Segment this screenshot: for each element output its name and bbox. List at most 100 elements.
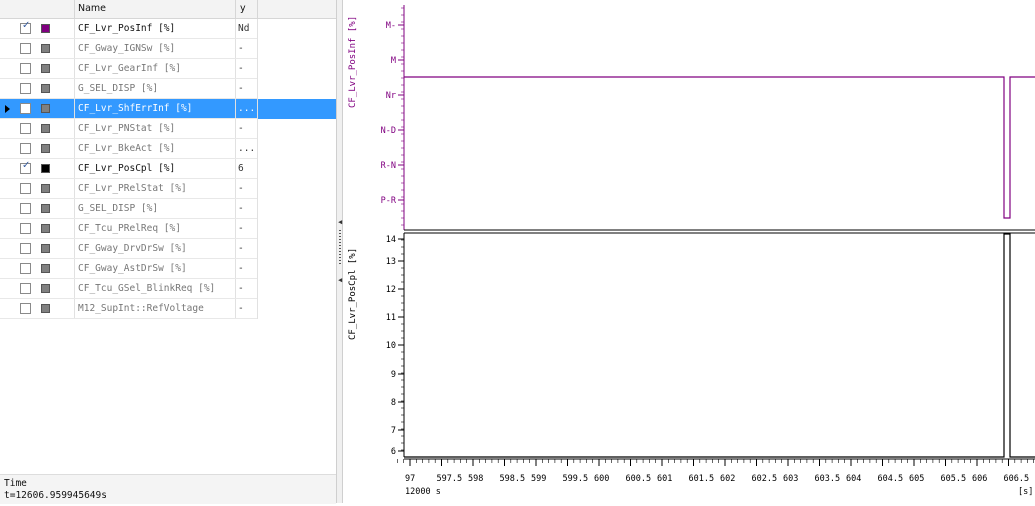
signal-name: CF_Lvr_BkeAct [%] [78,143,176,154]
signal-visible-checkbox[interactable] [20,303,31,314]
signal-name: CF_Lvr_ShfErrInf [%] [78,103,193,114]
signal-visible-checkbox[interactable] [20,63,31,74]
time-value: t=12606.959945649s [4,490,107,501]
bottom-signal-trace [404,233,1035,458]
bottom-y-tick-label: 13 [386,257,396,267]
signal-row[interactable]: CF_Gway_DrvDrSw [%] - [0,239,336,259]
signal-color-swatch[interactable] [41,164,50,173]
signal-color-swatch[interactable] [41,104,50,113]
name-column-header[interactable]: Name [78,3,107,14]
signal-color-swatch[interactable] [41,224,50,233]
signal-visible-checkbox[interactable] [20,160,31,174]
x-tick-label: 97 [405,474,415,484]
signal-color-swatch[interactable] [41,204,50,213]
x-tick-label: 603.5 [815,474,841,484]
signal-row[interactable]: CF_Lvr_PosCpl [%] 6 [0,159,336,179]
signal-color-swatch[interactable] [41,124,50,133]
signal-color-swatch[interactable] [41,304,50,313]
signal-visible-checkbox[interactable] [20,243,31,254]
signal-row[interactable]: CF_Tcu_PRelReq [%] - [0,219,336,239]
signal-visible-checkbox[interactable] [20,43,31,54]
signal-row[interactable]: M12_SupInt::RefVoltage - [0,299,336,319]
signal-visible-checkbox[interactable] [20,283,31,294]
top-y-tick-label: N-D [381,126,396,136]
splitter-grip-icon[interactable] [339,230,341,266]
signal-visible-checkbox[interactable] [20,223,31,234]
signal-color-swatch[interactable] [41,144,50,153]
x-tick-label: 598 [468,474,483,484]
top-y-tick-label: Nr [386,91,396,101]
signal-plot-svg[interactable]: M- M Nr N-D R-N P-R CF_Lvr_PosInf [%] 14 13 12 11 1… [343,0,1035,503]
time-label: Time [4,478,27,489]
signal-color-swatch[interactable] [41,184,50,193]
signal-y-value: - [238,63,244,74]
signal-plot-area[interactable]: M- M Nr N-D R-N P-R CF_Lvr_PosInf [%] 14 13 12 11 1… [343,0,1035,503]
signal-visible-checkbox[interactable] [20,103,31,114]
signal-visible-checkbox[interactable] [20,123,31,134]
signal-row[interactable]: CF_Gway_AstDrSw [%] - [0,259,336,279]
signal-y-value: - [238,43,244,54]
x-tick-label: 599 [531,474,546,484]
top-y-tick-label: R-N [381,161,396,171]
x-tick-label: 601 [657,474,672,484]
collapse-left-icon[interactable]: ◀ [338,218,343,226]
signal-y-value: - [238,223,244,234]
bottom-y-tick-label: 9 [391,370,396,380]
signal-visible-checkbox[interactable] [20,183,31,194]
bottom-y-tick-label: 7 [391,426,396,436]
signal-name: CF_Lvr_PosInf [%] [78,23,176,34]
x-tick-label: 601.5 [689,474,715,484]
signal-color-swatch[interactable] [41,264,50,273]
signal-row[interactable]: CF_Tcu_GSel_BlinkReq [%] - [0,279,336,299]
signal-color-swatch[interactable] [41,24,50,33]
signal-color-swatch[interactable] [41,64,50,73]
expand-left-icon[interactable]: ◀ [338,276,343,284]
signal-table-header: Name y [0,0,336,19]
signal-visible-checkbox[interactable] [20,83,31,94]
signal-name: CF_Lvr_PosCpl [%] [78,163,176,174]
signal-visible-checkbox[interactable] [20,203,31,214]
top-signal-trace [404,76,1035,219]
signal-visible-checkbox[interactable] [20,20,31,34]
signal-name: G_SEL_DISP [%] [78,83,159,94]
signal-y-value: - [238,283,244,294]
panel-splitter[interactable]: ◀ ◀ [336,0,343,503]
bottom-y-tick-label: 14 [386,235,396,245]
x-tick-label: 603 [783,474,798,484]
bottom-y-tick-label: 8 [391,398,396,408]
y-column-header[interactable]: y [240,3,246,14]
signal-color-swatch[interactable] [41,44,50,53]
signal-row[interactable]: CF_Gway_IGNSw [%] - [0,39,336,59]
signal-row[interactable]: CF_Lvr_GearInf [%] - [0,59,336,79]
signal-list-panel: Name y CF_Lvr_PosInf [%] Nd CF_Gway_IGNSw … [0,0,336,504]
signal-y-value: - [238,83,244,94]
signal-y-value: - [238,123,244,134]
signal-color-swatch[interactable] [41,244,50,253]
top-y-tick-label: P-R [381,196,397,206]
x-tick-label: 602.5 [752,474,778,484]
x-tick-label: 606.5 [1004,474,1030,484]
signal-row[interactable]: G_SEL_DISP [%] - [0,199,336,219]
top-y-tick-label: M- [386,21,396,31]
x-offset-label: 12000 s [405,487,441,497]
signal-name: CF_Lvr_PRelStat [%] [78,183,187,194]
x-tick-label: 597.5 [437,474,463,484]
signal-name: CF_Tcu_GSel_BlinkReq [%] [78,283,216,294]
signal-name: G_SEL_DISP [%] [78,203,159,214]
signal-name: CF_Lvr_GearInf [%] [78,63,181,74]
signal-row[interactable]: CF_Lvr_BkeAct [%]... [0,139,336,159]
signal-y-value: - [238,303,244,314]
signal-row[interactable]: G_SEL_DISP [%] - [0,79,336,99]
signal-color-swatch[interactable] [41,84,50,93]
signal-row[interactable]: CF_Lvr_PosInf [%] Nd [0,19,336,39]
signal-name: CF_Gway_AstDrSw [%] [78,263,187,274]
signal-row[interactable]: CF_Lvr_PNStat [%] - [0,119,336,139]
signal-row[interactable]: CF_Lvr_ShfErrInf [%]... [0,99,336,119]
signal-y-value: Nd [238,23,250,34]
signal-visible-checkbox[interactable] [20,263,31,274]
signal-row[interactable]: CF_Lvr_PRelStat [%] - [0,179,336,199]
signal-color-swatch[interactable] [41,284,50,293]
signal-visible-checkbox[interactable] [20,143,31,154]
x-tick-label: 600.5 [626,474,652,484]
signal-y-value: - [238,183,244,194]
